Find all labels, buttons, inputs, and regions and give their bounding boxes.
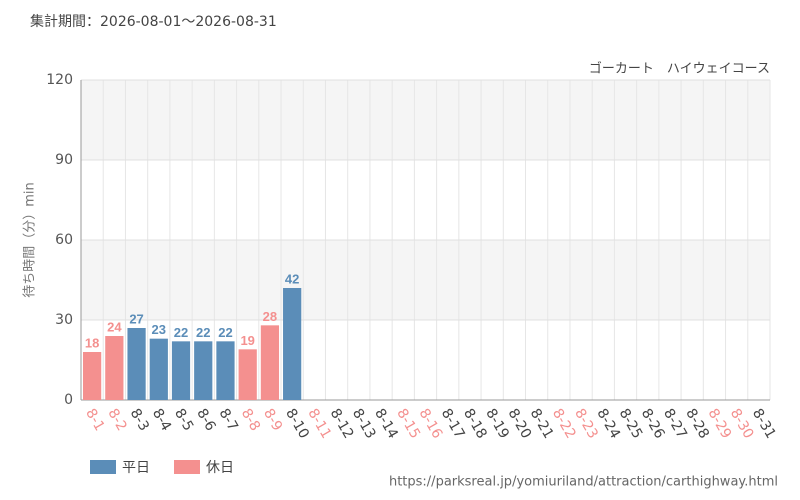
legend-label: 休日: [206, 460, 234, 476]
chart-title: ゴーカート ハイウェイコース: [589, 61, 770, 77]
legend-label: 平日: [122, 460, 150, 476]
x-tick-label: 8-5: [171, 406, 196, 434]
bar: [238, 349, 257, 400]
x-tick-label: 8-9: [260, 406, 285, 434]
value-label: 22: [196, 325, 210, 340]
source-url: https://parksreal.jp/yomiuriland/attract…: [389, 475, 778, 490]
y-tick-label: 30: [55, 312, 73, 328]
x-tick-label: 8-7: [216, 406, 241, 434]
y-tick-label: 0: [64, 392, 73, 408]
bar: [260, 325, 280, 400]
bar: [171, 341, 191, 400]
grid-band: [81, 80, 770, 160]
value-label: 22: [174, 325, 188, 340]
y-tick-label: 60: [55, 232, 73, 248]
value-label: 24: [107, 319, 122, 334]
x-tick-label: 8-1: [82, 406, 107, 434]
value-label: 42: [285, 271, 299, 286]
legend-swatch: [90, 460, 116, 474]
value-label: 19: [240, 333, 254, 348]
bar: [194, 341, 213, 400]
value-label: 18: [85, 335, 99, 350]
bar: [149, 338, 168, 400]
bar: [216, 341, 235, 400]
x-tick-label: 8-6: [193, 406, 218, 434]
y-tick-label: 120: [46, 72, 73, 88]
x-tick-label: 8-4: [149, 406, 174, 434]
bar: [283, 288, 302, 400]
value-label: 28: [263, 309, 277, 324]
bar: [105, 336, 124, 400]
y-tick-label: 90: [55, 152, 73, 168]
bar: [127, 328, 146, 400]
value-label: 27: [129, 311, 143, 326]
y-axis-label: 待ち時間（分）min: [23, 182, 38, 298]
value-label: 22: [218, 325, 232, 340]
chart-subtitle: 集計期間：2026-08-01～2026-08-31: [30, 13, 277, 30]
x-tick-label: 8-2: [104, 406, 129, 434]
grid-band: [81, 240, 770, 320]
bar: [83, 352, 102, 400]
value-label: 23: [152, 322, 166, 337]
x-tick-label: 8-3: [127, 406, 152, 434]
x-tick-label: 8-8: [238, 406, 263, 434]
x-tick-label: 8-31: [749, 406, 779, 442]
legend-swatch: [174, 460, 200, 474]
